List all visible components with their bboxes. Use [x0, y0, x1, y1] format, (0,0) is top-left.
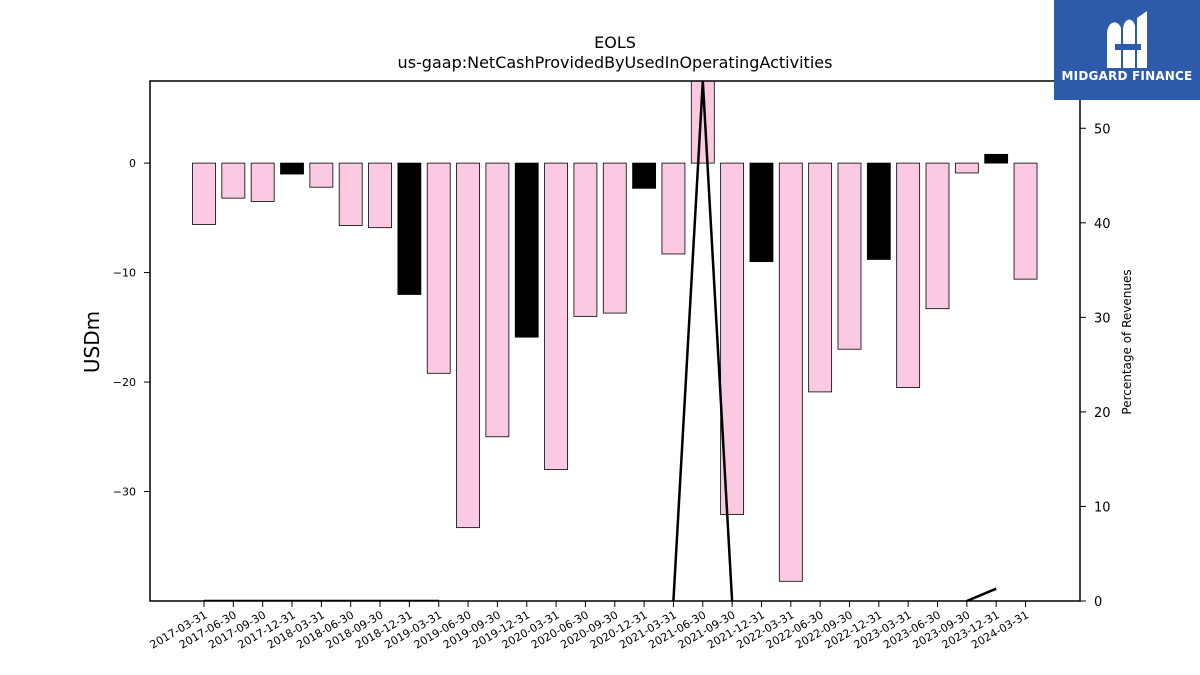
bar-2023-06-30 — [925, 162, 950, 310]
midgard-m-logo-icon — [1107, 11, 1147, 68]
bar-2019-12-31 — [514, 162, 539, 338]
bar-2018-09-30 — [368, 162, 392, 229]
bar-2019-09-30 — [485, 162, 510, 438]
bar-2022-06-30 — [808, 162, 833, 393]
bar-2021-12-31 — [749, 162, 774, 263]
y2-tick-label: 50 — [1094, 122, 1111, 137]
y-tick-label: −10 — [113, 267, 136, 280]
percent-line-layer — [204, 81, 997, 601]
bar-2017-09-30 — [250, 162, 275, 202]
bar-2023-03-31 — [896, 162, 921, 388]
bar-2020-09-30 — [602, 162, 627, 314]
bar-2023-09-30 — [954, 162, 979, 174]
chart-subtitle: us-gaap:NetCashProvidedByUsedInOperating… — [398, 53, 833, 72]
bar-2022-12-31 — [866, 162, 891, 260]
brand-name: MIDGARD FINANCE — [1061, 69, 1193, 83]
bar-2017-03-31 — [192, 162, 216, 225]
bar-2019-03-31 — [426, 162, 451, 374]
x-axis-ticks: 2017-03-312017-06-302017-09-302017-12-31… — [148, 601, 1031, 652]
y2-axis-label: Percentage of Revenues — [1120, 269, 1134, 414]
bar-2024-03-31 — [1013, 162, 1038, 280]
left-axis-ticks: 0 −10 −20 −30 — [113, 157, 150, 499]
bar-2021-09-30 — [720, 162, 745, 515]
bar-2018-03-31 — [309, 162, 334, 188]
bar-2020-03-31 — [544, 162, 568, 471]
y2-tick-label: 20 — [1094, 406, 1111, 421]
y-axis-label: USDm — [80, 311, 104, 373]
y2-tick-label: 40 — [1094, 217, 1111, 232]
bar-2020-06-30 — [573, 162, 598, 317]
bars-layer — [192, 80, 1038, 582]
brand-logo: MIDGARD FINANCE — [1054, 0, 1200, 100]
y2-tick-label: 0 — [1094, 595, 1102, 610]
bar-2021-03-31 — [661, 162, 686, 255]
y2-tick-label: 30 — [1094, 311, 1111, 326]
bar-2020-12-31 — [632, 162, 656, 189]
percent-of-revenues-line — [204, 81, 997, 601]
right-axis-ticks: 0 10 20 30 40 50 — [1080, 122, 1111, 610]
y2-tick-label: 10 — [1094, 500, 1111, 515]
bar-2017-06-30 — [221, 162, 246, 199]
bar-2019-06-30 — [456, 162, 480, 529]
y-tick-label: 0 — [129, 157, 136, 170]
bar-2022-03-31 — [778, 162, 803, 582]
bar-2023-12-31 — [984, 153, 1009, 164]
bar-2018-06-30 — [338, 162, 363, 226]
bar-2018-12-31 — [397, 162, 422, 295]
chart-title: EOLS — [594, 33, 636, 52]
bar-2017-12-31 — [280, 162, 304, 175]
plot-frame — [149, 80, 1081, 602]
y-tick-label: −20 — [113, 376, 136, 389]
bar-2022-09-30 — [837, 162, 862, 350]
y-tick-label: −30 — [113, 486, 136, 499]
